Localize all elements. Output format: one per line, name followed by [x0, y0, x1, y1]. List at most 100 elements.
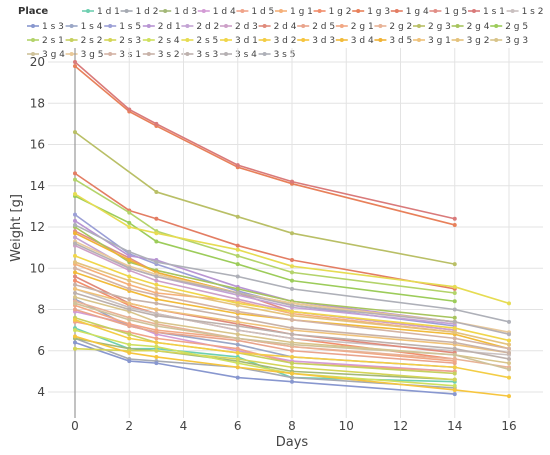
legend-item[interactable]: 1 s 2	[506, 7, 544, 17]
data-point	[154, 282, 159, 287]
legend-item[interactable]: 1 g 3	[352, 7, 390, 17]
data-point	[507, 394, 511, 399]
x-tick-label: 14	[447, 419, 462, 433]
legend-swatch-marker	[124, 9, 129, 13]
legend-item[interactable]: 1 s 1	[468, 7, 505, 17]
series-2-g-5	[73, 194, 457, 304]
legend-label: 3 g 1	[428, 36, 451, 46]
legend-item[interactable]: 1 d 1	[82, 7, 120, 17]
legend-swatch-marker	[146, 38, 151, 42]
legend-swatch-marker	[108, 24, 113, 28]
legend-swatch-marker	[262, 24, 267, 28]
legend-item[interactable]: 2 g 5	[490, 22, 528, 32]
data-point	[154, 189, 159, 194]
legend-item[interactable]: 3 d 2	[258, 36, 297, 46]
data-point	[290, 303, 294, 308]
y-tick-label: 6	[37, 344, 45, 358]
legend-label: 3 d 1	[235, 36, 258, 46]
series-2-g-3	[73, 130, 457, 267]
data-point	[235, 315, 240, 320]
data-point	[154, 301, 159, 306]
data-point	[73, 266, 77, 271]
legend-item[interactable]: 3 s 3	[181, 50, 218, 60]
data-point	[73, 212, 77, 217]
legend-swatch-marker	[146, 24, 151, 28]
legend-swatch-marker	[108, 38, 113, 42]
legend-swatch-marker	[69, 24, 74, 28]
x-tick-label: 12	[393, 419, 408, 433]
legend-swatch-marker	[240, 9, 245, 13]
data-point	[154, 348, 159, 353]
legend-item[interactable]: 1 d 3	[159, 7, 197, 17]
legend-item[interactable]: 2 d 2	[181, 22, 219, 32]
data-point	[73, 270, 77, 275]
legend-item[interactable]: 3 g 1	[413, 36, 451, 46]
legend-item[interactable]: 2 d 3	[220, 22, 258, 32]
legend-item[interactable]: 1 d 4	[197, 7, 236, 17]
legend-swatch-marker	[417, 38, 421, 42]
legend-item[interactable]: 2 s 3	[104, 36, 141, 46]
legend-item[interactable]: 3 s 1	[104, 50, 141, 60]
legend-item[interactable]: 2 g 3	[413, 22, 451, 32]
legend-item[interactable]: 1 s 4	[65, 22, 103, 32]
legend-item[interactable]: 1 s 3	[27, 22, 64, 32]
legend-item[interactable]: 3 g 3	[490, 36, 528, 46]
legend-item[interactable]: 3 g 2	[451, 36, 490, 46]
data-point	[73, 317, 77, 322]
data-point	[127, 301, 132, 306]
legend-item[interactable]: 2 d 1	[142, 22, 181, 32]
legend-item[interactable]: 2 d 5	[297, 22, 335, 32]
legend-item[interactable]: 3 s 4	[220, 50, 257, 60]
data-point	[290, 326, 294, 331]
legend-item[interactable]: 2 g 1	[335, 22, 374, 32]
legend-item[interactable]: 1 g 2	[313, 7, 352, 17]
legend-item[interactable]: 3 d 3	[297, 36, 335, 46]
series-3-d-3	[73, 334, 511, 399]
legend-label: 3 s 4	[235, 50, 257, 60]
legend-item[interactable]: 1 g 5	[429, 7, 467, 17]
x-tick-label: 10	[339, 419, 354, 433]
series-line	[74, 61, 455, 220]
legend-item[interactable]: 2 s 1	[27, 36, 64, 46]
data-point	[73, 282, 77, 287]
legend-item[interactable]: 1 s 5	[104, 22, 141, 32]
y-tick-label: 18	[30, 96, 45, 110]
legend-item[interactable]: 3 d 5	[374, 36, 412, 46]
legend-item[interactable]: 3 s 5	[258, 50, 296, 60]
data-point	[507, 367, 511, 372]
data-point	[290, 379, 294, 384]
legend-item[interactable]: 2 g 2	[374, 22, 412, 32]
data-point	[452, 365, 457, 370]
y-tick-label: 16	[30, 138, 45, 152]
legend-item[interactable]: 1 g 1	[275, 7, 313, 17]
legend-item[interactable]: 1 g 4	[390, 7, 429, 17]
legend-item[interactable]: 3 g 4	[27, 50, 65, 60]
data-point	[507, 332, 511, 337]
data-point	[154, 231, 159, 236]
legend-item[interactable]: 3 s 2	[142, 50, 180, 60]
legend-item[interactable]: 2 s 4	[142, 36, 180, 46]
legend-swatch-marker	[163, 9, 168, 13]
legend-label: 2 s 3	[119, 36, 141, 46]
data-point	[290, 336, 294, 341]
series-line	[74, 178, 455, 294]
data-point	[290, 258, 294, 262]
data-point	[127, 350, 132, 355]
legend-item[interactable]: 2 s 5	[181, 36, 218, 46]
legend-item[interactable]: 2 g 4	[451, 22, 490, 32]
data-point	[507, 346, 511, 351]
legend-item[interactable]: 3 g 5	[65, 50, 104, 60]
legend-item[interactable]: 2 s 2	[65, 36, 103, 46]
legend-label: 2 d 2	[196, 22, 219, 32]
data-point	[154, 313, 159, 318]
legend-label: 3 g 4	[42, 50, 65, 60]
legend-item[interactable]: 3 d 4	[335, 36, 374, 46]
data-point	[127, 307, 132, 312]
legend-item[interactable]: 1 d 2	[120, 7, 159, 17]
data-point	[452, 216, 457, 221]
legend-item[interactable]: 3 d 1	[220, 36, 258, 46]
legend-swatch-marker	[378, 24, 383, 28]
legend-item[interactable]: 1 d 5	[236, 7, 274, 17]
data-point	[73, 241, 77, 246]
legend-item[interactable]: 2 d 4	[258, 22, 297, 32]
